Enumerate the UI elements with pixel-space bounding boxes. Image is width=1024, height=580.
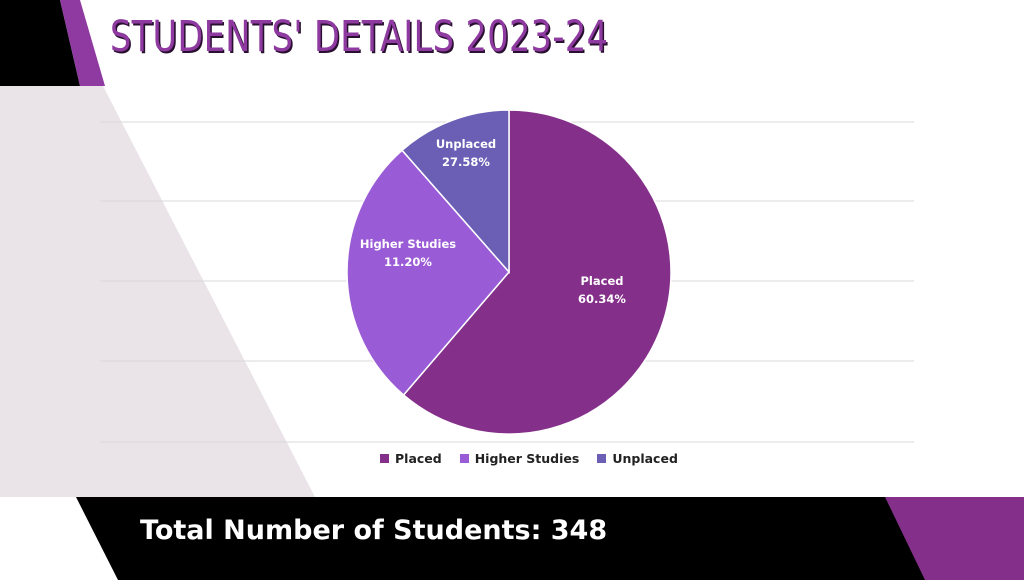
total-students: Total Number of Students: 348 bbox=[140, 515, 608, 546]
slice-higher-studies bbox=[346, 149, 510, 397]
legend-label-unplaced: Unplaced bbox=[612, 451, 678, 466]
legend-item-unplaced: Unplaced bbox=[597, 451, 678, 466]
corner-purple-top bbox=[60, 0, 105, 86]
corner-purple-bottom bbox=[885, 497, 1024, 580]
legend-swatch-unplaced bbox=[597, 454, 607, 463]
slice-label-placed: Placed bbox=[581, 274, 624, 288]
slice-value-higher-studies: 11.20% bbox=[384, 255, 432, 269]
legend-item-higher-studies: Higher Studies bbox=[459, 451, 580, 466]
legend-item-placed: Placed bbox=[380, 451, 442, 466]
legend-label-placed: Placed bbox=[395, 451, 442, 466]
slice-labels: Placed 60.34% Higher Studies 11.20% Unplaced… bbox=[360, 137, 627, 306]
legend-label-higher-studies: Higher Studies bbox=[474, 451, 580, 466]
slice-placed bbox=[402, 109, 672, 435]
legend-swatch-higher-studies bbox=[459, 454, 469, 463]
slice-value-unplaced: 27.58% bbox=[442, 155, 490, 169]
chart-legend: Placed Higher Studies Unplaced bbox=[380, 451, 678, 466]
slice-label-unplaced: Unplaced bbox=[436, 137, 496, 151]
page-title: STUDENTS' DETAILS 2023-24 bbox=[110, 12, 609, 62]
gray-panel bbox=[0, 86, 315, 497]
bottom-band bbox=[76, 497, 1024, 580]
slice-unplaced bbox=[401, 109, 510, 274]
pie-slices bbox=[346, 109, 672, 435]
slice-value-placed: 60.34% bbox=[578, 292, 626, 306]
corner-black-top bbox=[0, 0, 80, 86]
slice-label-higher-studies: Higher Studies bbox=[360, 237, 456, 251]
legend-swatch-placed bbox=[380, 454, 389, 463]
